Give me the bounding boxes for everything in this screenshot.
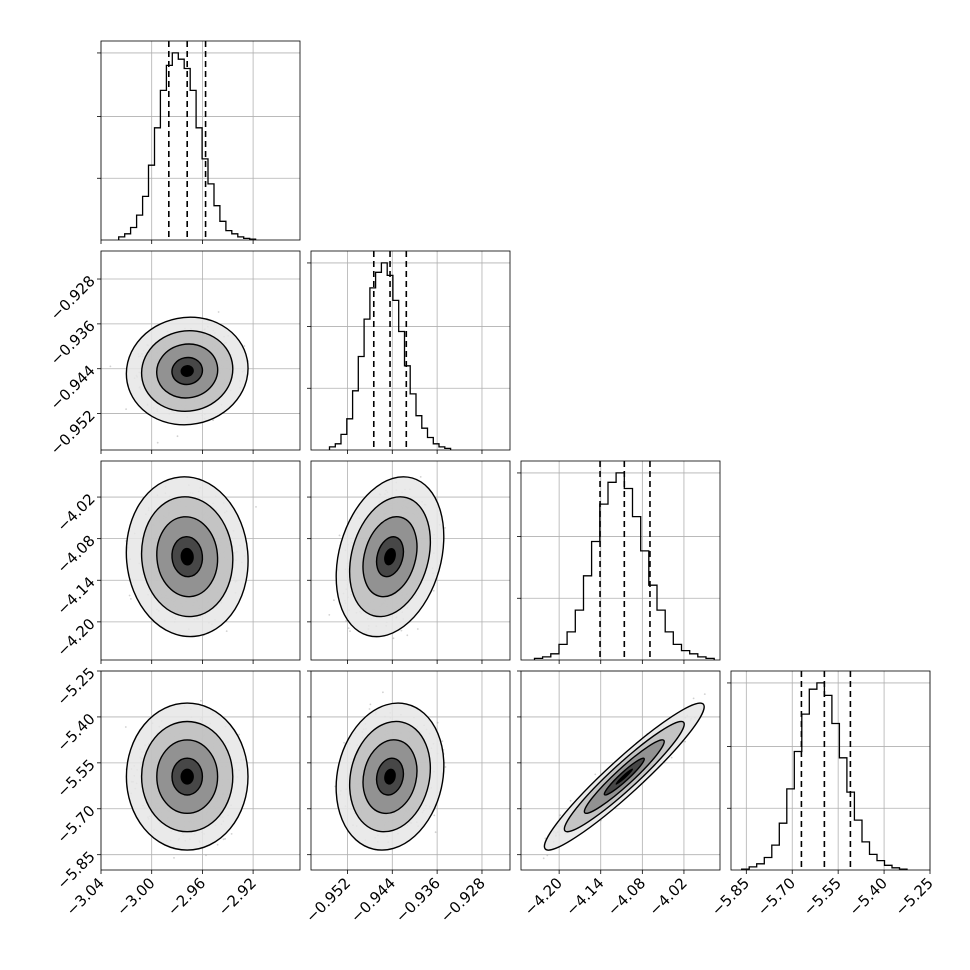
histogram-step bbox=[533, 472, 715, 660]
scatter-panel-3-2 bbox=[307, 460, 511, 664]
sample-point bbox=[125, 408, 127, 410]
histogram-step bbox=[118, 52, 257, 240]
sample-point bbox=[130, 598, 132, 600]
sample-point bbox=[392, 637, 395, 640]
sample-point bbox=[128, 594, 131, 597]
sample-point bbox=[432, 589, 435, 592]
sample-point bbox=[444, 527, 446, 529]
sample-point bbox=[419, 476, 422, 478]
sample-point bbox=[406, 634, 409, 637]
scatter-panel-2-1 bbox=[97, 250, 301, 454]
scatter-panel-3-1 bbox=[97, 460, 301, 664]
panel-frame bbox=[310, 250, 511, 451]
sample-point bbox=[338, 534, 341, 537]
sample-point bbox=[333, 599, 335, 602]
sample-point bbox=[345, 619, 348, 622]
histogram-step bbox=[741, 682, 908, 870]
sample-point bbox=[217, 311, 220, 313]
panel-frame bbox=[730, 670, 931, 871]
hist-panel-2 bbox=[307, 250, 511, 454]
sample-point bbox=[347, 627, 350, 630]
density-peak bbox=[180, 365, 194, 377]
panel-frame bbox=[100, 460, 301, 661]
sample-point bbox=[212, 419, 215, 422]
sample-point bbox=[109, 365, 112, 368]
sample-point bbox=[200, 699, 202, 702]
scatter-panel-4-1 bbox=[97, 670, 301, 874]
sample-point bbox=[230, 833, 233, 835]
panel-content bbox=[328, 476, 446, 640]
sample-point bbox=[216, 843, 219, 846]
sample-point bbox=[416, 628, 419, 630]
sample-point bbox=[225, 630, 228, 632]
sample-point bbox=[400, 629, 403, 632]
panel-frame bbox=[100, 40, 301, 241]
hist-panel-4 bbox=[727, 670, 931, 874]
sample-point bbox=[255, 506, 257, 508]
panel-content bbox=[125, 476, 257, 638]
panel-background bbox=[731, 671, 930, 870]
panel-background bbox=[101, 41, 300, 240]
panel-content bbox=[109, 311, 250, 444]
panel-background bbox=[311, 251, 510, 450]
sample-point bbox=[156, 441, 159, 444]
sample-point bbox=[349, 630, 351, 632]
panel-background bbox=[521, 461, 720, 660]
sample-point bbox=[176, 435, 179, 438]
panel-frame bbox=[310, 460, 511, 661]
density-peak bbox=[180, 547, 194, 566]
hist-panel-1 bbox=[97, 40, 301, 244]
sample-point bbox=[222, 838, 225, 841]
panel-frame bbox=[100, 250, 301, 451]
sample-point bbox=[328, 614, 331, 616]
density-peak bbox=[384, 548, 396, 566]
sample-point bbox=[243, 345, 246, 347]
panel-content bbox=[124, 699, 249, 859]
sample-point bbox=[224, 838, 227, 840]
hist-panel-3 bbox=[517, 460, 721, 664]
panel-frame bbox=[520, 460, 721, 661]
